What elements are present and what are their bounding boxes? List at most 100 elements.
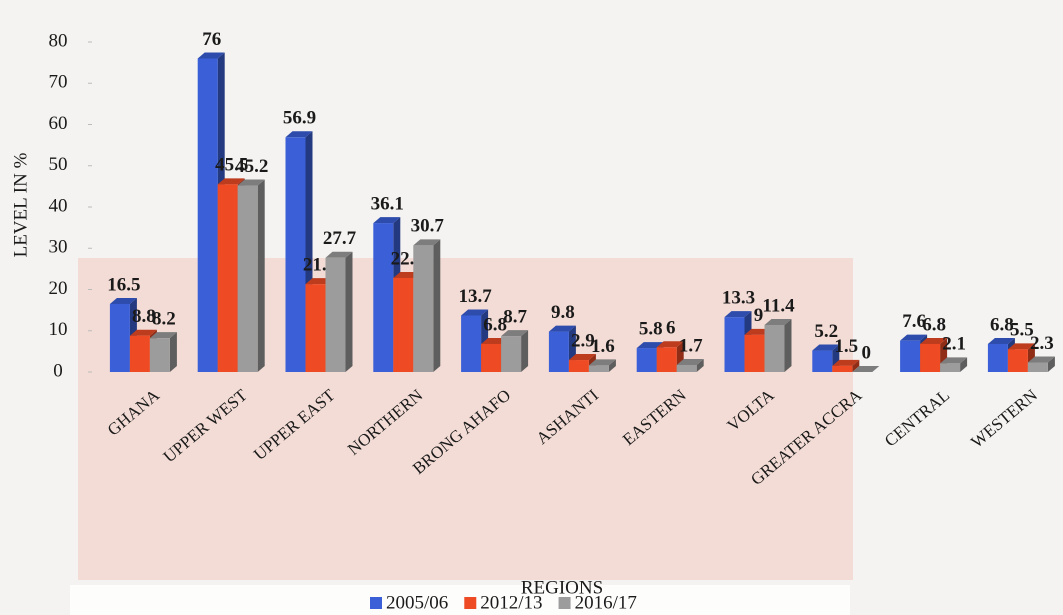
value-label: 9 xyxy=(754,305,764,326)
bar-top xyxy=(285,131,313,138)
bar-top xyxy=(920,337,948,344)
bar-side xyxy=(257,179,265,372)
bar xyxy=(217,184,238,372)
bar xyxy=(109,303,130,372)
bar-side xyxy=(960,357,968,372)
bar-side xyxy=(696,358,704,372)
bar xyxy=(764,324,785,372)
value-label: 45.2 xyxy=(235,156,268,177)
bar-top xyxy=(987,337,1015,344)
bar xyxy=(636,348,657,372)
bar xyxy=(305,284,326,372)
value-label: 8.8 xyxy=(132,306,156,327)
bar xyxy=(501,336,522,372)
value-label: 6.8 xyxy=(922,314,946,335)
bar xyxy=(568,360,589,372)
value-label: 0 xyxy=(862,342,872,363)
y-tick-label: 40 xyxy=(49,195,68,216)
value-label: 1.5 xyxy=(834,336,858,357)
bar xyxy=(413,245,434,372)
value-label: 13.7 xyxy=(458,286,492,307)
bar-top xyxy=(656,341,684,348)
bar-top xyxy=(237,179,265,186)
bar xyxy=(987,343,1008,372)
bar-top xyxy=(568,354,596,361)
value-label: 8.2 xyxy=(152,309,176,330)
value-label: 6.8 xyxy=(990,314,1014,335)
value-label: 2.1 xyxy=(942,334,966,355)
bar xyxy=(920,343,941,372)
bar-top xyxy=(325,251,353,258)
bar-side xyxy=(433,239,441,372)
bar-top xyxy=(852,366,880,372)
bar xyxy=(129,335,150,372)
y-tick-label: 10 xyxy=(49,319,68,340)
y-tick-label: 20 xyxy=(49,278,68,299)
bar-side xyxy=(784,318,792,372)
value-label: 9.8 xyxy=(551,302,575,323)
bar xyxy=(149,338,170,372)
value-label: 56.9 xyxy=(283,108,316,129)
bar xyxy=(812,350,833,372)
bar xyxy=(197,58,218,372)
bar xyxy=(325,257,346,372)
value-label: 30.7 xyxy=(411,216,445,237)
bar-top xyxy=(940,357,968,364)
value-label: 5.5 xyxy=(1010,320,1034,341)
legend-label: 2005/06 xyxy=(386,592,448,613)
value-label: 7.6 xyxy=(902,311,926,332)
y-tick-label: 60 xyxy=(49,113,68,134)
value-label: 36.1 xyxy=(371,193,404,214)
bar-top xyxy=(149,332,177,339)
legend-box xyxy=(70,585,850,615)
value-label: 1.6 xyxy=(591,336,615,357)
bar-top xyxy=(812,344,840,351)
value-label: 76 xyxy=(202,29,221,50)
value-label: 8.7 xyxy=(503,306,527,327)
x-axis-title: REGIONS xyxy=(521,577,603,598)
legend-swatch xyxy=(370,597,382,609)
value-label: 5.2 xyxy=(814,321,838,342)
bar-top xyxy=(676,358,704,365)
bar xyxy=(1027,362,1048,372)
bar-top xyxy=(764,318,792,325)
legend-swatch xyxy=(558,597,571,609)
bar xyxy=(1007,349,1028,372)
bar xyxy=(237,185,258,372)
value-label: 2.3 xyxy=(1030,333,1054,354)
y-axis-title: LEVEL IN % xyxy=(10,152,31,257)
bar-top xyxy=(636,342,664,349)
bar-top xyxy=(900,334,928,341)
bar-side xyxy=(1047,356,1055,372)
value-label: 27.7 xyxy=(323,228,357,249)
bar xyxy=(744,334,765,372)
value-label: 11.4 xyxy=(762,295,795,316)
y-tick-label: 0 xyxy=(53,360,63,381)
value-label: 5.8 xyxy=(639,318,663,339)
bar-top xyxy=(548,325,576,332)
bar-top xyxy=(1027,356,1055,363)
value-label: 6.8 xyxy=(483,314,507,335)
bar xyxy=(588,365,609,372)
bar-top xyxy=(724,311,752,318)
x-tick-label: WESTERN xyxy=(967,386,1041,452)
legend-label: 2012/13 xyxy=(480,592,542,613)
bar xyxy=(940,363,961,372)
bar-top xyxy=(413,239,441,246)
bar-top xyxy=(373,217,401,224)
bar-top xyxy=(217,178,245,185)
bar xyxy=(832,365,853,372)
y-tick-label: 70 xyxy=(49,72,68,93)
bar xyxy=(285,137,306,372)
bar xyxy=(656,347,677,372)
y-tick-label: 80 xyxy=(49,30,68,51)
value-label: 16.5 xyxy=(107,274,140,295)
legend-swatch xyxy=(464,597,477,609)
bar xyxy=(676,364,697,372)
bar-side xyxy=(169,332,177,372)
bar xyxy=(900,340,921,372)
legend-label: 2016/17 xyxy=(575,592,637,613)
bar-side xyxy=(852,359,860,372)
bar-side xyxy=(521,330,529,372)
